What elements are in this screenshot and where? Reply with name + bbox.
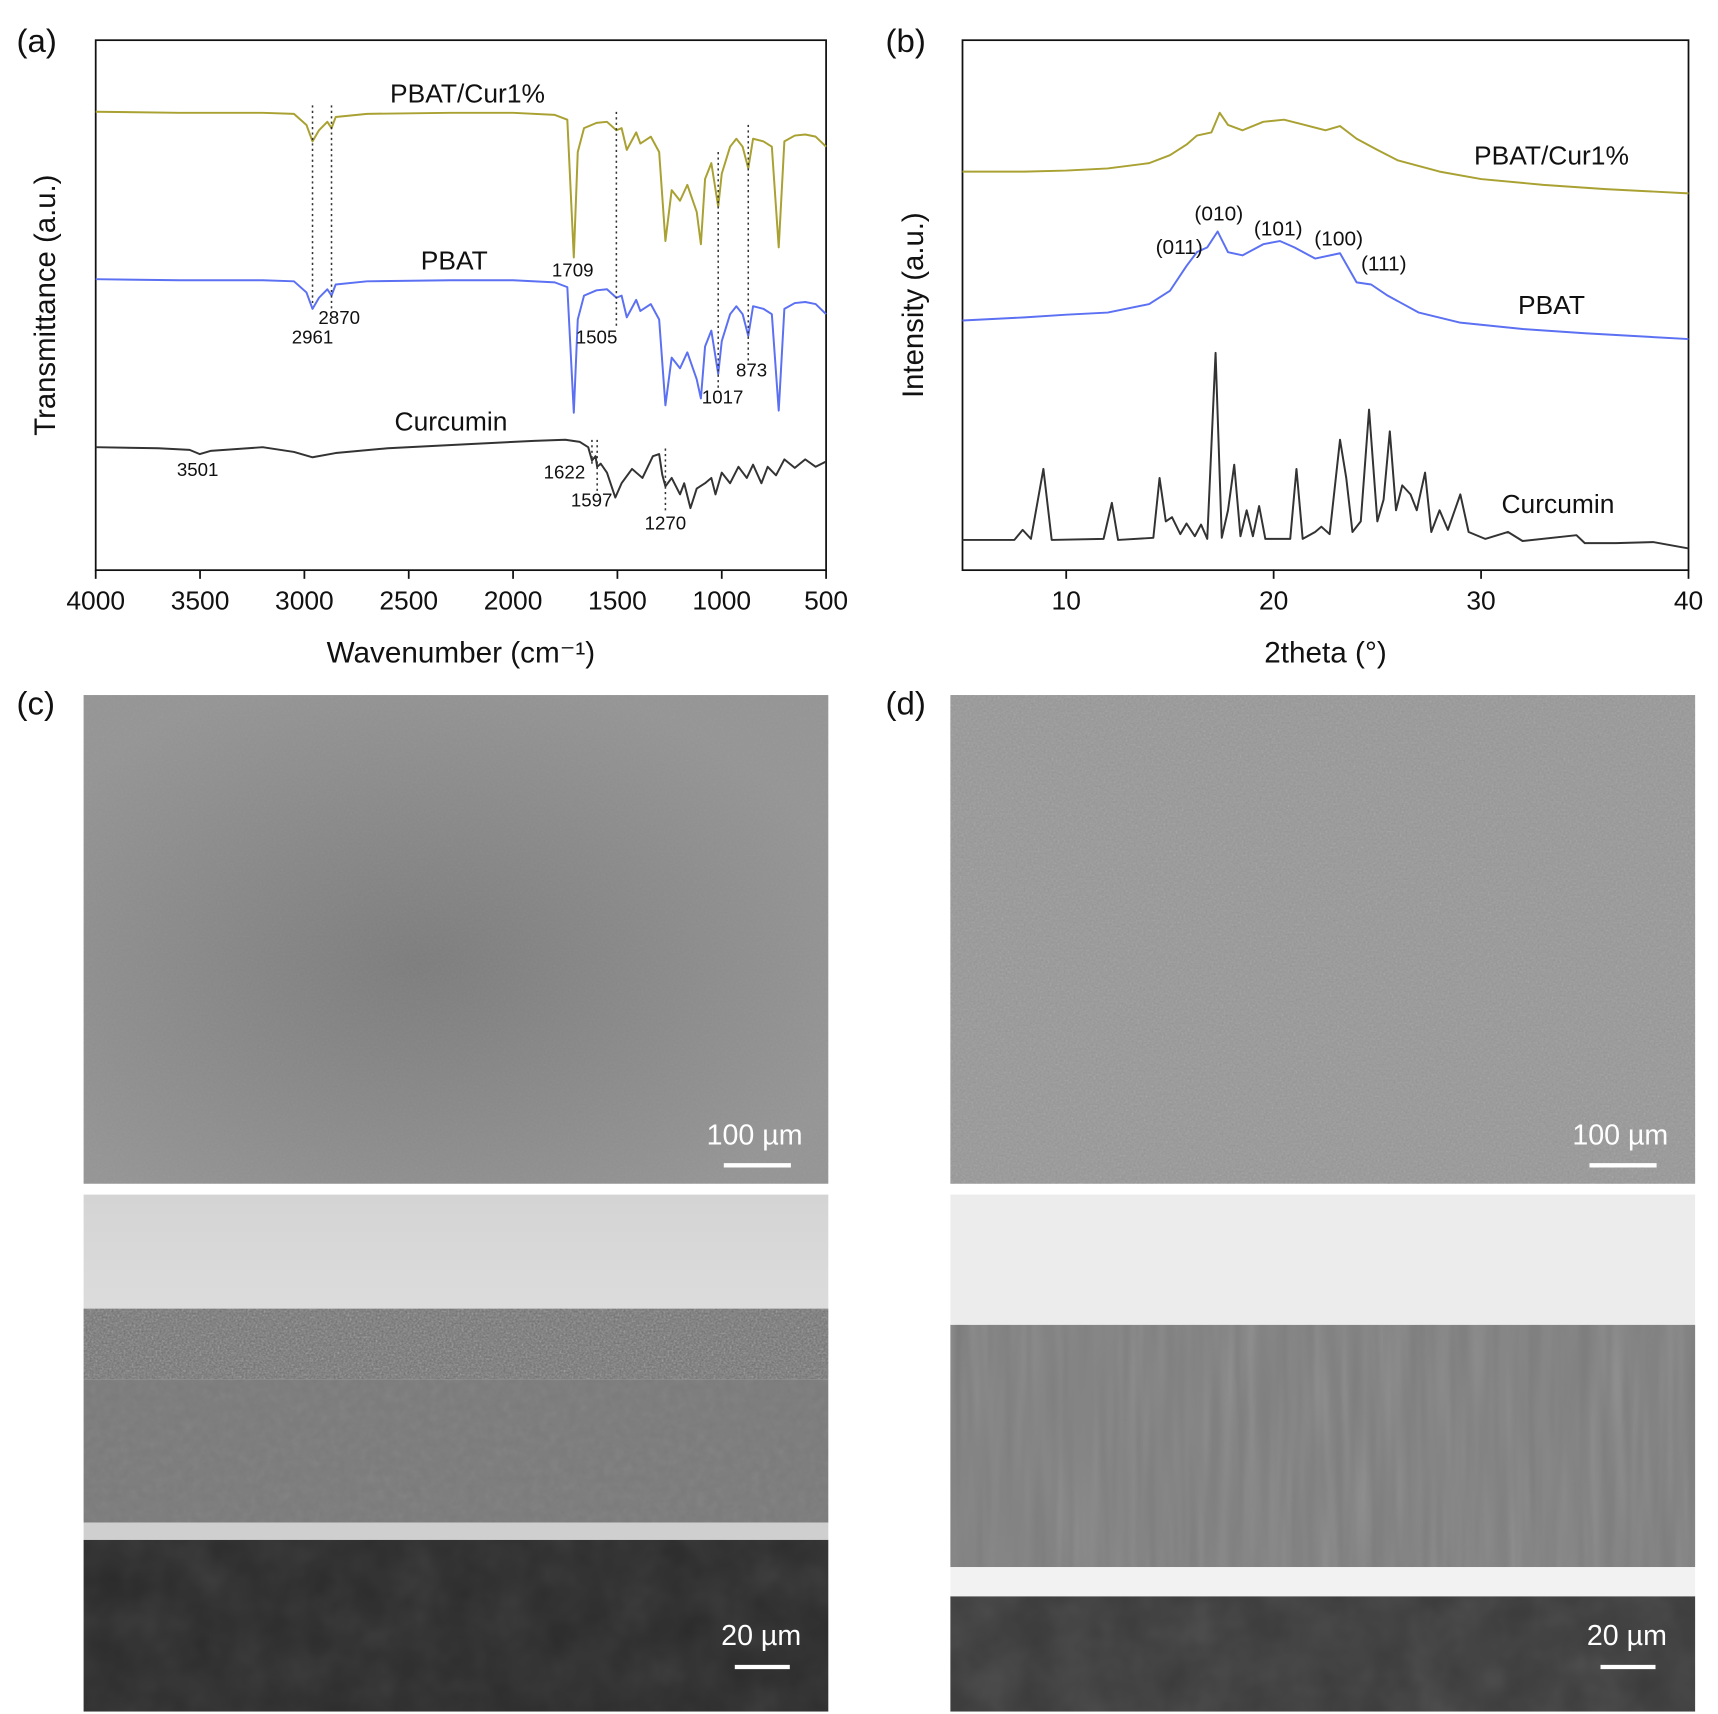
x-tick-label: 2000 [484,586,543,616]
peak-label: 1709 [552,259,594,280]
sem-texture [950,1324,1696,1568]
x-tick-label: 1000 [692,586,751,616]
sem-panel-d: (d) 100 µm 20 µm [886,685,1696,1712]
peak-label: (011) [1156,236,1203,259]
plot-frame [94,39,827,572]
peak-label: 1622 [544,461,586,482]
peak-label: (010) [1194,203,1243,226]
x-tick-label: 20 [1259,586,1288,616]
scale-bar-label: 100 µm [1572,1120,1668,1152]
x-tick-label: 4000 [66,586,125,616]
sem-texture [950,695,1696,1184]
y-axis-title: Transmittance (a.u.) [29,175,62,436]
series-label: PBAT [421,246,488,276]
peak-label: 1017 [702,387,744,408]
x-axis-title: Wavenumber (cm⁻¹) [327,637,596,670]
x-tick-label: 40 [1674,586,1703,616]
peak-label: 1505 [576,327,618,348]
x-tick-label: 3000 [275,586,334,616]
spectrum-line [962,351,1689,550]
sem-edge [950,1567,1696,1597]
sem-texture [83,695,829,1184]
sem-texture [83,1308,829,1380]
x-axis-title: 2theta (°) [1264,637,1386,670]
series-label: PBAT [1518,290,1585,320]
peak-label: 2870 [318,307,360,328]
spectrum-line [95,278,827,414]
peak-label: 2961 [292,327,334,348]
x-tick-label: 500 [804,586,848,616]
panel-label: (c) [17,685,55,722]
panel-label: (a) [17,22,57,59]
scale-bar-label: 100 µm [707,1120,803,1152]
sem-background [83,1194,829,1309]
y-axis-title: Intensity (a.u.) [897,212,930,398]
scale-bar-label: 20 µm [1587,1620,1667,1652]
spectrum-line [95,110,827,259]
spectrum-line [962,111,1689,195]
x-tick-label: 10 [1052,586,1081,616]
sem-texture [83,1379,829,1523]
sem-texture [83,1539,829,1712]
series-label: Curcumin [1502,489,1615,519]
series-label: Curcumin [395,407,508,437]
peak-label: (101) [1254,218,1303,241]
spectrum-line [962,230,1689,341]
chart-panel: (b) 10 20 30 40 2theta (°) Intensity (a.u.) PBA… [886,22,1704,669]
series-label: PBAT/Cur1% [1474,141,1629,171]
x-tick-label: 2500 [379,586,438,616]
peak-label: 3501 [177,459,219,480]
panel-label: (b) [886,22,926,59]
peak-label: 873 [736,359,767,380]
spectrum-line [95,438,827,510]
peak-label: (111) [1361,253,1407,276]
x-tick-label: 3500 [171,586,230,616]
peak-label: (100) [1314,228,1363,251]
panel-label: (d) [886,685,926,722]
plot-frame [961,39,1690,572]
peak-label: 1597 [571,490,613,511]
figure-content: (c) 100 µm 20 µm (d) 100 µm 20 µm (a) 400… [17,22,1704,1712]
sem-panel-c: (c) 100 µm 20 µm [17,685,829,1712]
sem-edge [83,1522,829,1540]
sem-background [950,1194,1696,1325]
series-label: PBAT/Cur1% [390,79,545,109]
scale-bar-label: 20 µm [721,1620,801,1652]
chart-panel: (a) 4000 3500 3000 2500 2000 1500 1000 500 Wavenu… [17,22,849,669]
x-tick-label: 1500 [588,586,647,616]
x-tick-label: 30 [1466,586,1495,616]
peak-label: 1270 [645,513,687,534]
sem-texture [950,1596,1696,1712]
